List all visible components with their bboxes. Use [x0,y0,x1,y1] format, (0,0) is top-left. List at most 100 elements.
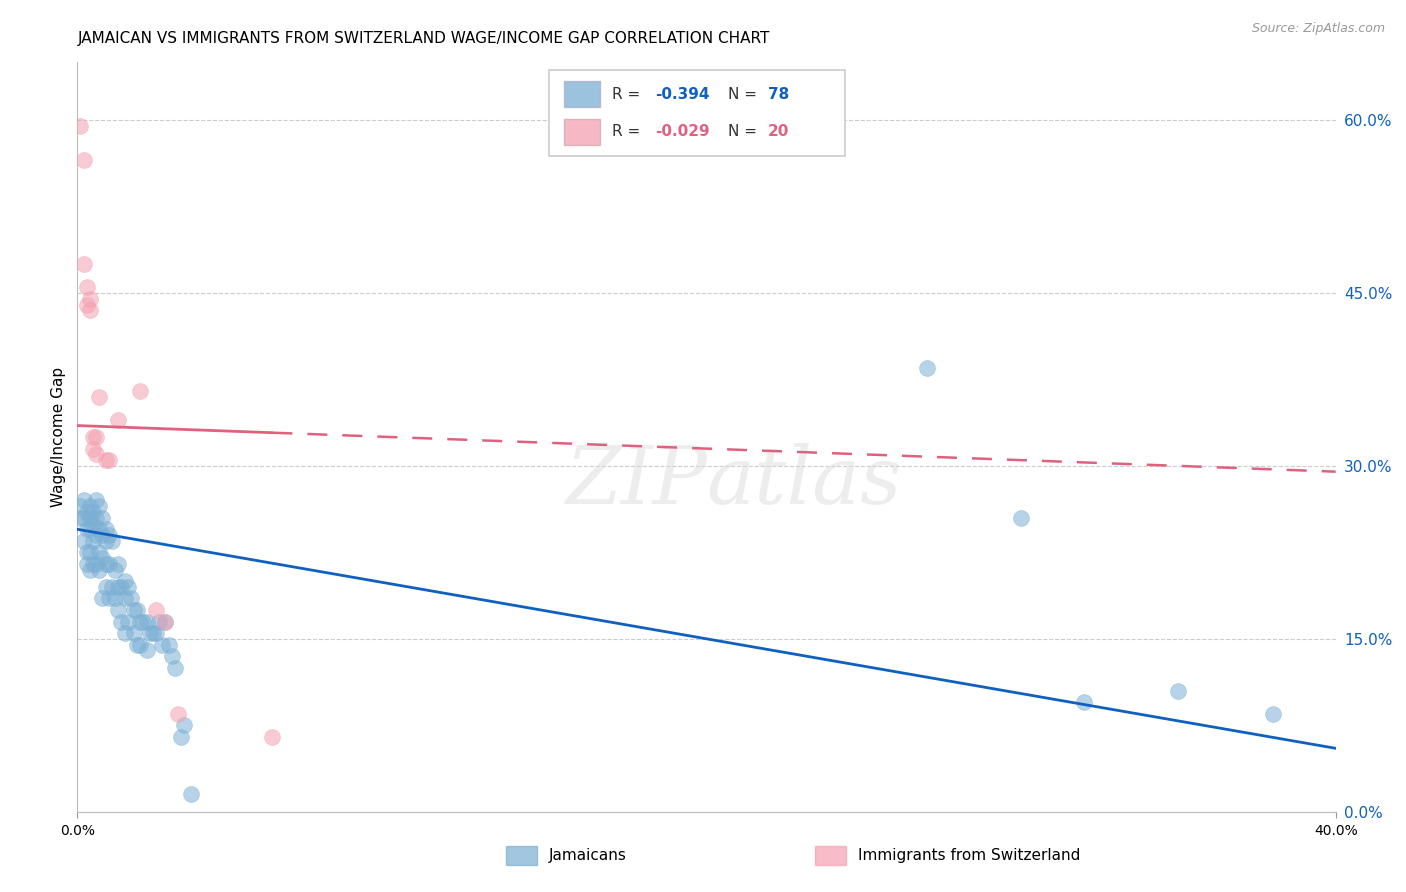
Point [76,557,98,571]
Point [155,615,177,629]
Point [72,257,94,271]
Point [84,430,107,444]
Text: 20: 20 [768,125,790,139]
Point [76,297,98,311]
Text: R =: R = [612,87,645,102]
Point [82,505,104,519]
Point [72,533,94,548]
Point [82,430,104,444]
Point [91,551,114,566]
Point [97,528,120,542]
Point [114,591,136,606]
Point [135,615,157,629]
Point [145,603,167,617]
Point [82,442,104,456]
Point [79,522,101,536]
Point [91,591,114,606]
Point [132,615,155,629]
Point [145,626,167,640]
Text: JAMAICAN VS IMMIGRANTS FROM SWITZERLAND WAGE/INCOME GAP CORRELATION CHART: JAMAICAN VS IMMIGRANTS FROM SWITZERLAND … [77,31,769,46]
Point [1073,695,1095,709]
Point [89,390,111,404]
Point [72,153,94,168]
Point [91,528,114,542]
Point [107,557,129,571]
Point [97,557,120,571]
Point [148,615,170,629]
Text: Immigrants from Switzerland: Immigrants from Switzerland [858,848,1080,863]
Text: N =: N = [728,125,762,139]
Point [84,493,107,508]
Point [84,528,107,542]
Point [129,615,152,629]
Point [104,563,127,577]
Point [170,730,193,744]
Point [79,303,101,318]
Point [142,626,165,640]
Point [1167,683,1189,698]
Point [76,522,98,536]
Point [122,626,145,640]
Point [163,660,186,674]
Point [101,580,124,594]
Y-axis label: Wage/Income Gap: Wage/Income Gap [51,367,66,508]
Point [117,580,139,594]
Point [69,510,91,524]
Point [76,280,98,294]
Point [120,591,142,606]
Text: N =: N = [728,87,762,102]
Point [129,384,152,398]
Text: ZIP: ZIP [565,443,707,521]
Point [94,557,117,571]
Point [114,626,136,640]
Point [167,706,190,721]
Point [101,533,124,548]
Point [110,615,132,629]
Point [1010,510,1032,524]
Point [107,413,129,427]
Point [82,516,104,531]
Point [89,522,111,536]
Text: atlas: atlas [707,443,901,521]
Point [94,533,117,548]
Point [107,603,129,617]
Point [84,447,107,461]
Point [72,510,94,524]
Point [79,510,101,524]
Point [138,626,160,640]
Point [79,500,101,514]
Text: -0.394: -0.394 [655,87,710,102]
Point [76,545,98,559]
Point [79,292,101,306]
Point [97,453,120,467]
Point [180,788,202,802]
Point [157,638,180,652]
Point [91,510,114,524]
Point [160,649,183,664]
Bar [564,119,599,145]
Text: 78: 78 [768,87,789,102]
Point [915,360,938,375]
Point [79,545,101,559]
Point [89,563,111,577]
Point [97,591,120,606]
Point [69,119,91,133]
Point [262,730,284,744]
Point [107,580,129,594]
Point [135,643,157,657]
Point [69,500,91,514]
Point [114,574,136,589]
Point [72,493,94,508]
Point [150,638,173,652]
Point [173,718,195,732]
FancyBboxPatch shape [550,70,845,156]
Point [117,615,139,629]
Text: -0.029: -0.029 [655,125,710,139]
Point [104,591,127,606]
Point [110,580,132,594]
Point [129,638,152,652]
Point [122,603,145,617]
Point [79,563,101,577]
Point [82,533,104,548]
Point [127,638,149,652]
